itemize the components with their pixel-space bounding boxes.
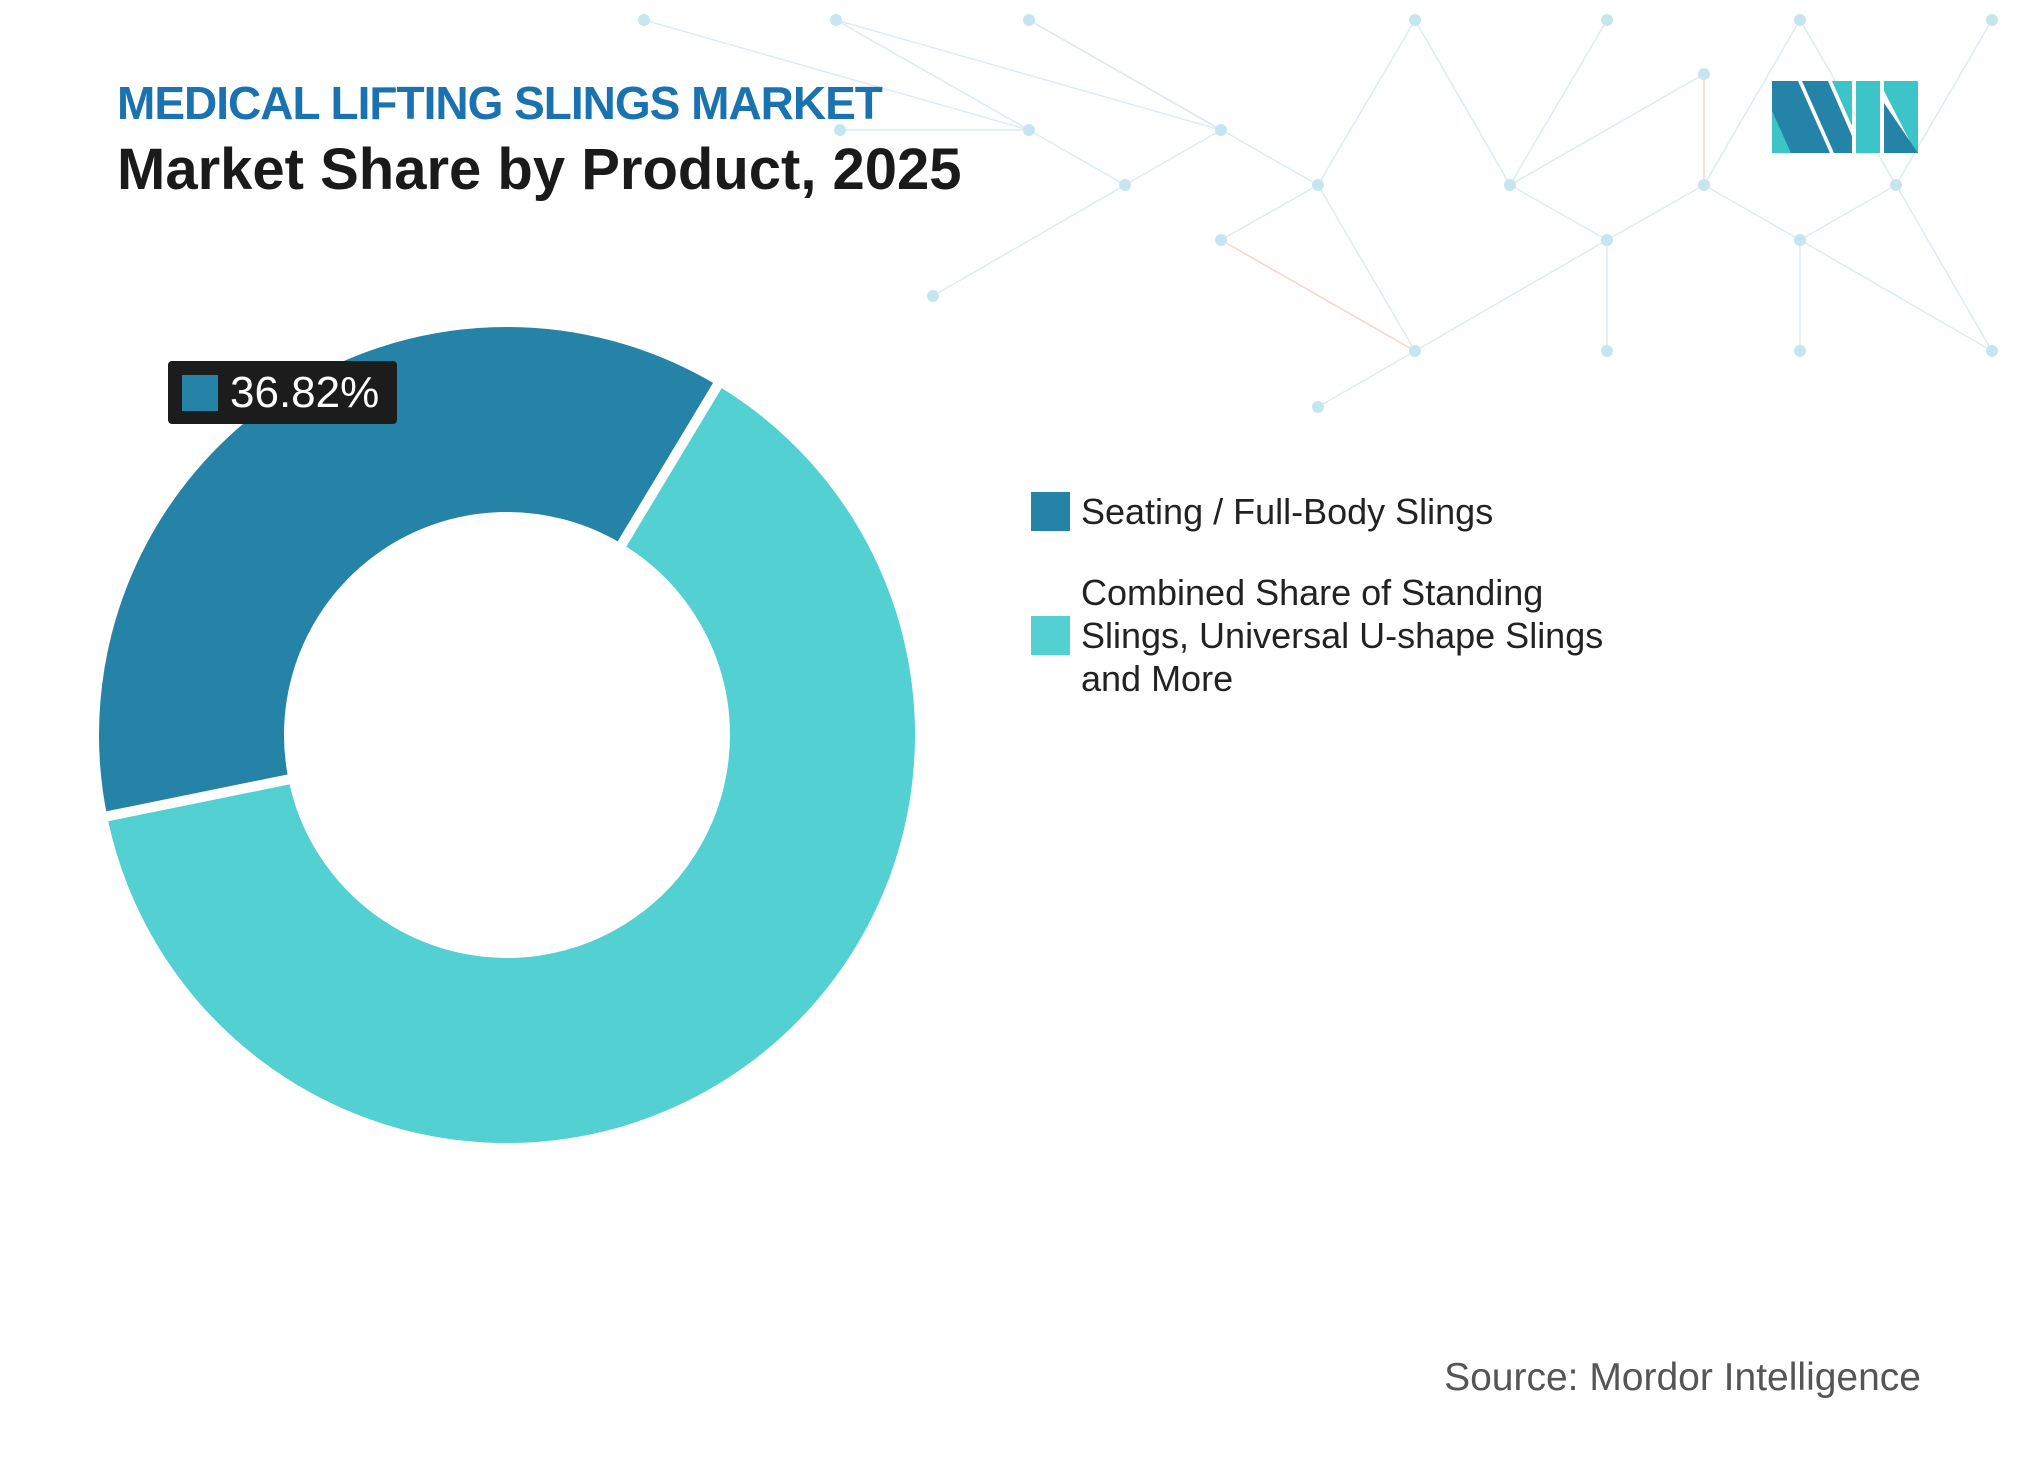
pattern-dot bbox=[1023, 124, 1035, 136]
pattern-dot bbox=[1119, 179, 1131, 191]
pattern-dot bbox=[638, 14, 650, 26]
pattern-dot bbox=[1504, 179, 1516, 191]
pattern-dot bbox=[927, 290, 939, 302]
pattern-dot bbox=[1794, 14, 1806, 26]
legend-label: Combined Share of Standing Slings, Unive… bbox=[1081, 572, 1604, 699]
pattern-line bbox=[835, 19, 1030, 131]
pattern-dot bbox=[1601, 14, 1613, 26]
pattern-dot bbox=[1601, 345, 1613, 357]
pattern-dot bbox=[1312, 401, 1324, 413]
pattern-line bbox=[1606, 184, 1705, 241]
pattern-dot bbox=[1409, 345, 1421, 357]
pattern-line bbox=[835, 19, 1222, 131]
pattern-line bbox=[1799, 239, 1993, 352]
pattern-dot bbox=[1215, 124, 1227, 136]
pattern-line bbox=[1414, 19, 1511, 186]
pattern-dot bbox=[1409, 14, 1421, 26]
pattern-line bbox=[1509, 184, 1608, 241]
pattern-dot bbox=[830, 14, 842, 26]
legend-item-combined-share: Combined Share of Standing Slings, Unive… bbox=[1031, 571, 1681, 700]
legend-swatch bbox=[1031, 492, 1070, 531]
pattern-line bbox=[1509, 73, 1705, 186]
pattern-line bbox=[1317, 184, 1416, 352]
pattern-dot bbox=[1890, 179, 1902, 191]
pattern-line bbox=[932, 184, 1126, 297]
pattern-line bbox=[1895, 19, 1993, 186]
pattern-line bbox=[1414, 239, 1608, 352]
pattern-dot bbox=[1601, 234, 1613, 246]
pattern-line bbox=[1895, 184, 1993, 352]
pattern-dot bbox=[1312, 179, 1324, 191]
pattern-line bbox=[1028, 129, 1126, 186]
pattern-line bbox=[1220, 184, 1319, 241]
pattern-dot bbox=[1215, 234, 1227, 246]
legend-label: Seating / Full-Body Slings bbox=[1081, 491, 1494, 532]
chart-title: Market Share by Product, 2025 bbox=[117, 137, 962, 202]
pattern-dot bbox=[834, 124, 846, 136]
pattern-line bbox=[643, 19, 1030, 131]
pattern-dot bbox=[1794, 234, 1806, 246]
chart-subtitle: MEDICAL LIFTING SLINGS MARKET bbox=[117, 77, 883, 129]
pattern-line bbox=[1703, 19, 1801, 186]
donut-slice-1 bbox=[96, 374, 925, 1153]
source-note: Source: Mordor Intelligence bbox=[1444, 1356, 1921, 1399]
pattern-line bbox=[1317, 19, 1416, 186]
pattern-line bbox=[1317, 350, 1416, 408]
pattern-line bbox=[1703, 184, 1801, 241]
legend-item-seating-slings: Seating / Full-Body Slings bbox=[1031, 490, 1681, 533]
pattern-line bbox=[1509, 19, 1608, 186]
pattern-line bbox=[1028, 19, 1319, 186]
pattern-dot bbox=[1698, 179, 1710, 191]
pattern-line bbox=[1799, 184, 1897, 241]
pattern-dot bbox=[1794, 345, 1806, 357]
data-label-seating-slings: 36.82% bbox=[168, 361, 397, 424]
data-label-swatch bbox=[182, 374, 218, 411]
pattern-line bbox=[1124, 129, 1222, 186]
pattern-line bbox=[1220, 239, 1416, 352]
pattern-dot bbox=[1698, 68, 1710, 80]
donut-slice-0 bbox=[89, 317, 727, 824]
legend-swatch bbox=[1031, 616, 1070, 655]
pattern-dot bbox=[1986, 14, 1998, 26]
pattern-dot bbox=[1023, 14, 1035, 26]
legend: Seating / Full-Body Slings Combined Shar… bbox=[1031, 490, 1681, 738]
data-label-text: 36.82% bbox=[230, 367, 380, 417]
pattern-dot bbox=[1986, 345, 1998, 357]
mordor-intelligence-logo bbox=[1772, 81, 1918, 153]
